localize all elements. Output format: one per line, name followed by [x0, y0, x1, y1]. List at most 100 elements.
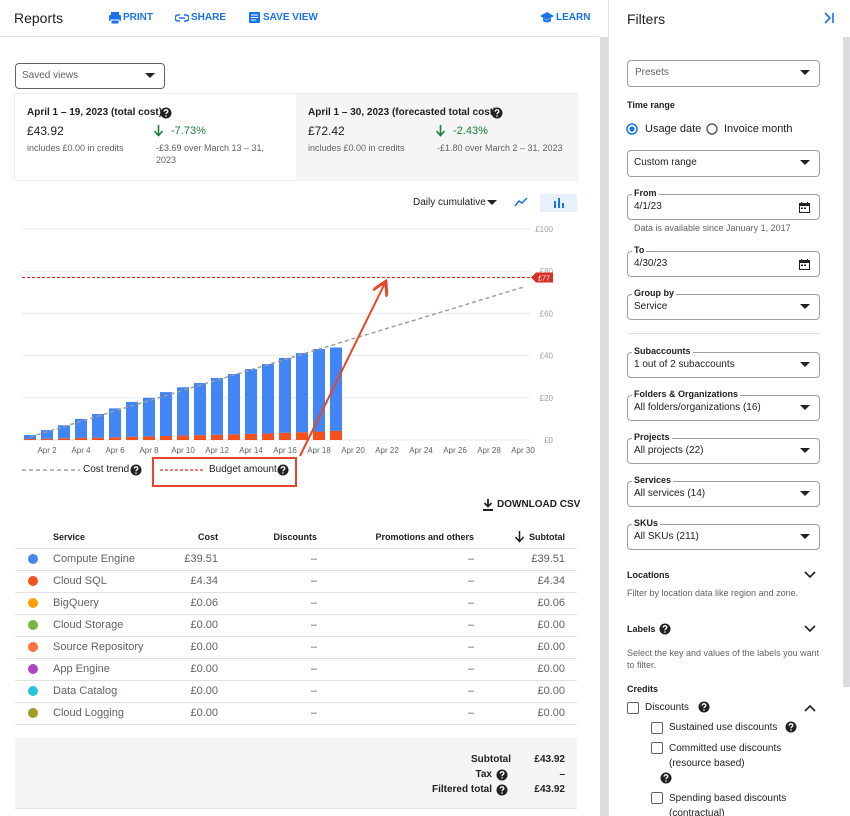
- total-label: Filtered total: [431, 784, 492, 795]
- dropdown-caret-part: [145, 73, 155, 78]
- summary-amount: £43.92: [27, 124, 64, 138]
- service-name: Source Repository: [53, 641, 144, 653]
- action-button[interactable]: PRINT: [123, 12, 153, 23]
- trend-down-icon-part: [154, 125, 163, 137]
- help-icon-part: [282, 472, 284, 474]
- bar: [262, 364, 274, 434]
- dropdown-caret: [145, 73, 155, 78]
- table-cell: –: [310, 641, 317, 653]
- divider: [627, 333, 820, 334]
- x-tick-label: Apr 10: [171, 446, 195, 455]
- service-name: Compute Engine: [53, 553, 135, 565]
- bar: [143, 436, 155, 440]
- range-select[interactable]: [627, 150, 820, 177]
- dropdown-caret-part: [800, 491, 810, 496]
- table-cell: –: [467, 685, 474, 697]
- download-icon-part: [483, 499, 493, 508]
- presets-select[interactable]: [627, 60, 820, 87]
- table-cell: £0.00: [190, 707, 218, 719]
- bar: [228, 373, 240, 435]
- help-icon-part: [665, 780, 667, 782]
- column-header: Cost: [198, 532, 218, 542]
- learn-icon-part: [540, 12, 554, 23]
- table-cell: –: [310, 597, 317, 609]
- bar: [194, 435, 206, 440]
- download-csv-button[interactable]: DOWNLOAD CSV: [497, 499, 581, 510]
- bar: [75, 437, 87, 440]
- help-icon-part: [501, 792, 503, 794]
- service-color-dot: [28, 708, 38, 718]
- section-title: Locations: [627, 570, 670, 580]
- total-value: –: [559, 769, 565, 780]
- filter-field[interactable]: [627, 194, 820, 220]
- checkbox[interactable]: [651, 722, 663, 734]
- bar: [296, 353, 308, 433]
- learn-button[interactable]: LEARN: [556, 12, 591, 23]
- saved-views-select[interactable]: [15, 63, 165, 89]
- total-value: £43.92: [534, 754, 565, 765]
- collapse-panel-part: [824, 12, 832, 24]
- table-cell: £0.06: [190, 597, 218, 609]
- radio-selected-part: [626, 123, 638, 135]
- bar: [109, 437, 121, 440]
- service-name: Cloud Logging: [53, 707, 124, 719]
- radio-label[interactable]: Usage date: [645, 123, 702, 135]
- service-color-dot: [28, 642, 38, 652]
- help-icon-part: [664, 631, 666, 633]
- expand-toggle[interactable]: [804, 625, 816, 633]
- table-cell: £39.51: [531, 553, 565, 565]
- action-button[interactable]: SHARE: [191, 12, 227, 23]
- expand-toggle[interactable]: [804, 704, 816, 712]
- x-tick-label: Apr 4: [71, 446, 91, 455]
- table-cell: –: [467, 553, 474, 565]
- dropdown-caret: [800, 491, 810, 496]
- legend-label: Budget amount: [209, 464, 277, 475]
- chart-view-select[interactable]: Daily cumulative: [413, 197, 486, 208]
- field-label: Folders & Organizations: [632, 389, 741, 400]
- field-label: SKUs: [632, 518, 661, 529]
- action-button[interactable]: SAVE VIEW: [263, 12, 318, 23]
- field-value: 4/30/23: [634, 258, 668, 269]
- table-cell: £0.00: [190, 685, 218, 697]
- checkbox-label[interactable]: Discounts: [645, 702, 689, 713]
- help-icon-part: [701, 703, 707, 709]
- checkbox-label[interactable]: Spending based discounts (contractual): [669, 793, 787, 816]
- x-tick-label: Apr 12: [205, 446, 229, 455]
- expand-toggle-part: [804, 571, 816, 579]
- bar: [41, 430, 53, 439]
- checkbox[interactable]: [627, 702, 639, 714]
- checkbox[interactable]: [651, 742, 663, 754]
- y-tick-label: £100: [535, 225, 553, 234]
- download-icon: [483, 499, 493, 511]
- bar: [109, 408, 121, 438]
- table-cell: £0.00: [190, 619, 218, 631]
- checkbox[interactable]: [651, 792, 663, 804]
- bar-chart-icon-part: [554, 201, 556, 208]
- divider: [608, 0, 609, 816]
- column-header: Subtotal: [529, 532, 565, 542]
- total-label: Tax: [475, 769, 493, 780]
- bar: [160, 392, 172, 436]
- expand-toggle[interactable]: [804, 571, 816, 579]
- help-icon-part: [790, 729, 792, 731]
- budget-tag: [531, 272, 553, 283]
- field-value: All services (14): [634, 488, 706, 499]
- help-icon-part: [499, 771, 505, 777]
- dropdown-caret-part: [800, 534, 810, 539]
- service-color-dot: [28, 598, 38, 608]
- section-title: Labels: [627, 624, 656, 634]
- help-icon: [496, 769, 508, 781]
- divider: [0, 36, 600, 37]
- filter-field[interactable]: [627, 251, 820, 277]
- dropdown-caret: [800, 70, 810, 75]
- line-chart-toggle[interactable]: [514, 197, 528, 207]
- bar: [330, 347, 342, 431]
- checkbox-label[interactable]: Sustained use discounts: [669, 722, 778, 733]
- calendar-icon-part: [799, 260, 810, 263]
- help-icon-part: [499, 786, 505, 792]
- checkbox-label[interactable]: Committed use discounts (resource based): [669, 743, 782, 769]
- y-tick-label: £0: [544, 436, 553, 445]
- legend-label: Cost trend: [83, 464, 130, 475]
- radio-label[interactable]: Invoice month: [724, 123, 793, 135]
- bar: [58, 425, 70, 439]
